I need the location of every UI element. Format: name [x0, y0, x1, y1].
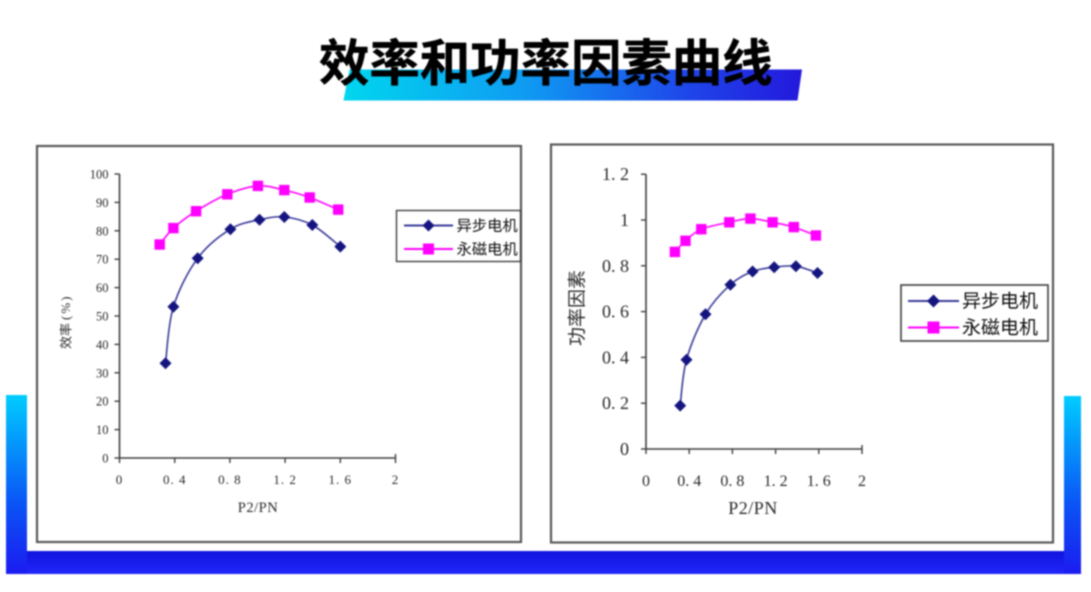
svg-text:1. 6: 1. 6	[807, 473, 831, 490]
svg-text:0: 0	[642, 473, 650, 490]
svg-text:1. 6: 1. 6	[329, 472, 353, 487]
svg-text:0. 8: 0. 8	[218, 472, 242, 487]
svg-text:60: 60	[96, 281, 109, 295]
svg-text:1: 1	[620, 210, 629, 230]
svg-text:90: 90	[96, 196, 109, 210]
svg-text:0. 8: 0. 8	[720, 473, 744, 490]
svg-text:0. 6: 0. 6	[602, 302, 629, 322]
svg-text:0. 4: 0. 4	[602, 347, 629, 367]
svg-text:70: 70	[96, 253, 109, 267]
svg-text:1. 2: 1. 2	[273, 472, 297, 487]
svg-text:20: 20	[96, 395, 109, 409]
svg-text:10: 10	[96, 423, 109, 437]
svg-text:P2/PN: P2/PN	[728, 498, 778, 518]
svg-text:1. 2: 1. 2	[602, 164, 629, 184]
svg-text:100: 100	[90, 168, 109, 182]
svg-text:0. 4: 0. 4	[677, 473, 701, 490]
svg-text:30: 30	[96, 366, 109, 380]
svg-text:0. 2: 0. 2	[602, 393, 629, 413]
svg-text:1. 2: 1. 2	[764, 473, 788, 490]
svg-text:0. 8: 0. 8	[602, 256, 629, 276]
svg-text:0: 0	[116, 472, 124, 487]
svg-text:50: 50	[96, 310, 109, 324]
svg-text:0: 0	[102, 452, 108, 466]
svg-text:2: 2	[858, 473, 866, 490]
svg-text:P2/PN: P2/PN	[238, 500, 278, 516]
svg-text:40: 40	[96, 338, 109, 352]
svg-text:0: 0	[620, 439, 629, 459]
svg-text:0. 4: 0. 4	[163, 472, 187, 487]
svg-text:2: 2	[392, 472, 400, 487]
svg-text:80: 80	[96, 224, 109, 238]
svg-text:(%): (%)	[58, 295, 73, 321]
